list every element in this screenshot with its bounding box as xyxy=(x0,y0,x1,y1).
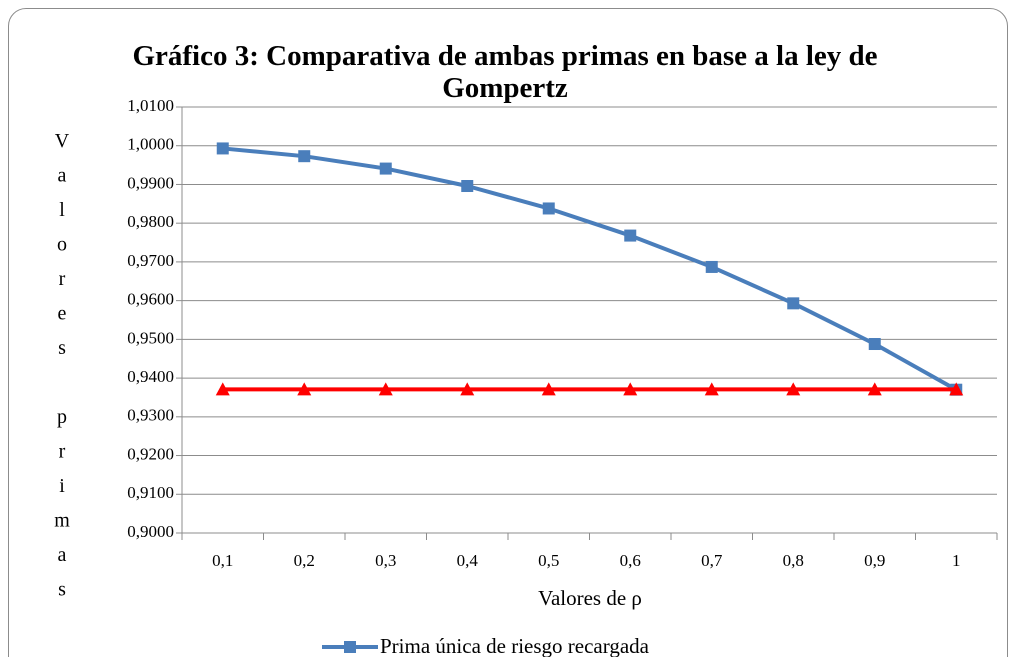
y-tick-label: 0,9500 xyxy=(127,328,174,347)
y-tick-label: 0,9000 xyxy=(127,522,174,541)
data-point xyxy=(378,382,393,396)
data-point xyxy=(868,338,881,351)
y-tick-label: 0,9200 xyxy=(127,444,174,463)
data-point xyxy=(215,382,230,396)
data-point xyxy=(623,382,638,396)
x-tick-label: 0,1 xyxy=(212,551,233,570)
x-tick-label: 0,7 xyxy=(701,551,723,570)
y-tick-label: 1,0100 xyxy=(127,96,174,115)
y-tick-label: 0,9600 xyxy=(127,290,174,309)
y-tick-label: 0,9100 xyxy=(127,483,174,502)
data-point xyxy=(542,202,555,215)
data-point xyxy=(949,382,964,396)
data-point xyxy=(379,162,392,175)
data-point xyxy=(297,382,312,396)
y-tick-label: 1,0000 xyxy=(127,135,174,154)
y-tick-label: 0,9800 xyxy=(127,212,174,231)
x-tick-label: 0,4 xyxy=(457,551,479,570)
y-tick-label: 0,9900 xyxy=(127,173,174,192)
x-tick-label: 0,3 xyxy=(375,551,396,570)
data-point xyxy=(787,297,800,310)
chart-title: Gráfico 3: Comparativa de ambas primas e… xyxy=(132,40,878,104)
x-tick-label: 0,8 xyxy=(783,551,804,570)
data-point xyxy=(461,180,474,193)
x-tick-label: 0,5 xyxy=(538,551,559,570)
y-tick-label: 0,9400 xyxy=(127,367,174,386)
data-point xyxy=(460,382,475,396)
data-point xyxy=(786,382,801,396)
x-tick-label: 0,2 xyxy=(294,551,315,570)
data-point xyxy=(216,142,229,155)
data-point xyxy=(867,382,882,396)
y-tick-label: 0,9300 xyxy=(127,406,174,425)
data-point xyxy=(541,382,556,396)
legend-marker xyxy=(344,641,356,653)
x-axis-label: Valores de ρ xyxy=(538,586,642,610)
y-axis-label: Valores primas xyxy=(51,130,73,613)
legend-label: Prima única de riesgo recargada xyxy=(380,634,650,657)
data-point xyxy=(705,260,718,273)
data-point xyxy=(704,382,719,396)
data-point xyxy=(624,229,637,242)
data-point xyxy=(298,150,311,163)
y-tick-label: 0,9700 xyxy=(127,251,174,270)
chart-frame xyxy=(8,8,1008,657)
x-tick-label: 0,9 xyxy=(864,551,885,570)
series-line xyxy=(222,146,958,392)
x-tick-label: 0,6 xyxy=(620,551,641,570)
x-tick-label: 1 xyxy=(952,551,961,570)
